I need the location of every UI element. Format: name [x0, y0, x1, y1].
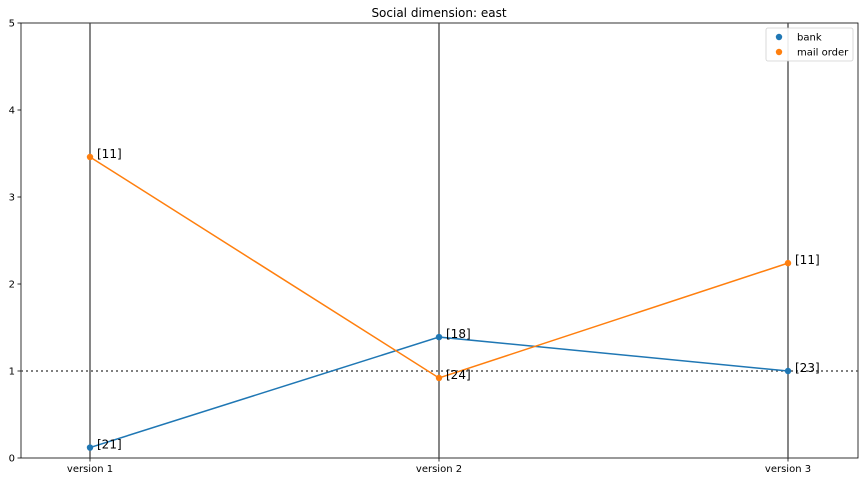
data-point-s0-1: [435, 333, 443, 341]
legend-marker-1: [775, 48, 783, 56]
legend-marker-0: [775, 33, 783, 41]
y-tick-label-5: 5: [9, 19, 15, 30]
legend-label-0: bank: [797, 33, 822, 44]
y-tick-label-0: 0: [9, 454, 15, 465]
data-label-s0-2: [23]: [795, 361, 820, 375]
x-tick-label-1: version 2: [416, 464, 462, 475]
y-tick-label-1: 1: [9, 367, 15, 378]
data-label-s0-0: [21]: [97, 438, 122, 452]
y-tick-label-4: 4: [9, 106, 15, 117]
x-tick-label-0: version 1: [67, 464, 113, 475]
data-label-s1-2: [11]: [795, 253, 820, 267]
chart-title: Social dimension: east: [371, 6, 506, 20]
data-point-s0-2: [784, 367, 792, 375]
data-label-s1-1: [24]: [446, 368, 471, 382]
legend-box: [765, 27, 854, 62]
plot-area: 0 1 2 3 4 5 version 1 version 2 version 3 [21] [18…: [9, 19, 859, 475]
x-tick-label-2: version 3: [765, 464, 811, 475]
y-tick-label-3: 3: [9, 193, 15, 204]
data-point-s1-2: [784, 259, 792, 267]
data-point-s1-1: [435, 374, 443, 382]
data-point-s1-0: [86, 153, 94, 161]
data-label-s1-0: [11]: [97, 147, 122, 161]
data-label-s0-1: [18]: [446, 327, 471, 341]
legend: bank mail order: [765, 27, 854, 62]
legend-label-1: mail order: [797, 48, 849, 59]
y-tick-label-2: 2: [9, 280, 15, 291]
data-point-s0-0: [86, 444, 94, 451]
